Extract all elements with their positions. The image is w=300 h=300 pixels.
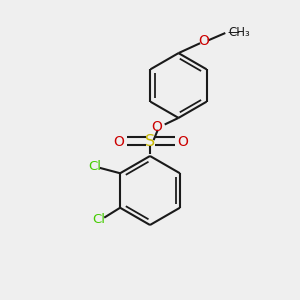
Text: O: O bbox=[177, 135, 188, 148]
Text: CH₃: CH₃ bbox=[229, 26, 250, 40]
Text: O: O bbox=[199, 34, 209, 48]
Text: S: S bbox=[145, 134, 155, 149]
Text: O: O bbox=[151, 120, 162, 134]
Text: —: — bbox=[228, 26, 244, 40]
Text: O: O bbox=[114, 135, 124, 148]
Text: Cl: Cl bbox=[93, 213, 106, 226]
Text: Cl: Cl bbox=[88, 160, 101, 172]
